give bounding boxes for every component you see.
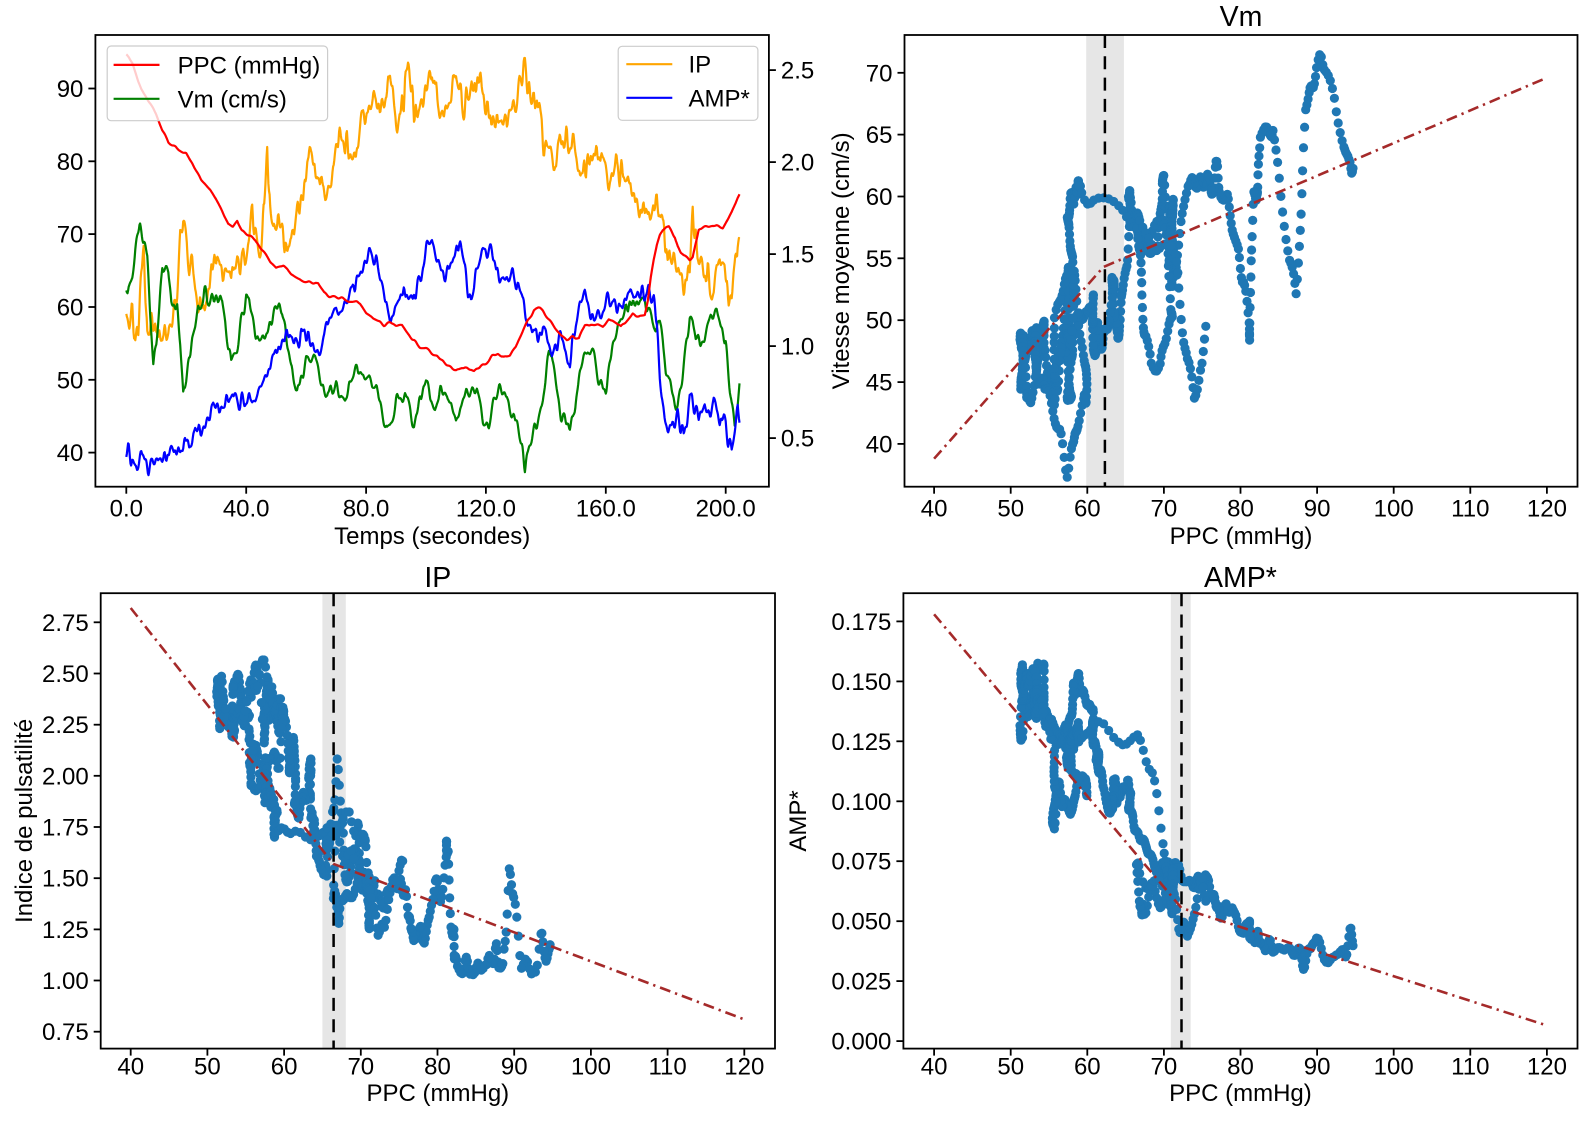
svg-text:0.100: 0.100: [831, 789, 891, 816]
svg-text:100: 100: [571, 1054, 611, 1081]
svg-text:50: 50: [997, 496, 1024, 523]
svg-text:AMP*: AMP*: [785, 790, 812, 851]
svg-text:200.0: 200.0: [696, 496, 756, 523]
svg-text:60: 60: [1074, 496, 1101, 523]
svg-text:PPC (mmHg): PPC (mmHg): [178, 52, 321, 79]
svg-text:50: 50: [866, 308, 893, 335]
svg-text:Indice de pulsatilité: Indice de pulsatilité: [11, 719, 38, 923]
svg-text:2.25: 2.25: [42, 712, 89, 739]
svg-text:40: 40: [117, 1054, 144, 1081]
svg-text:50: 50: [194, 1054, 221, 1081]
svg-text:0.5: 0.5: [781, 426, 814, 453]
svg-text:120: 120: [1527, 1054, 1567, 1081]
svg-text:45: 45: [866, 370, 893, 397]
svg-text:2.50: 2.50: [42, 661, 89, 688]
svg-text:0.075: 0.075: [831, 849, 891, 876]
svg-text:80: 80: [57, 149, 84, 176]
svg-text:40: 40: [57, 440, 84, 467]
svg-text:160.0: 160.0: [576, 496, 636, 523]
svg-text:90: 90: [57, 76, 84, 103]
svg-text:70: 70: [1151, 496, 1178, 523]
svg-text:90: 90: [1304, 496, 1331, 523]
svg-text:40: 40: [921, 496, 948, 523]
svg-text:40: 40: [866, 431, 893, 458]
svg-text:40.0: 40.0: [223, 496, 270, 523]
svg-text:1.00: 1.00: [42, 968, 89, 995]
svg-text:AMP*: AMP*: [1204, 562, 1277, 594]
svg-text:80: 80: [424, 1054, 451, 1081]
svg-text:110: 110: [648, 1054, 686, 1081]
svg-text:60: 60: [1074, 1054, 1101, 1081]
svg-text:IP: IP: [689, 52, 712, 79]
svg-text:2.5: 2.5: [781, 58, 814, 85]
svg-text:90: 90: [501, 1054, 528, 1081]
svg-text:90: 90: [1304, 1054, 1331, 1081]
svg-text:120.0: 120.0: [456, 496, 516, 523]
svg-text:40: 40: [921, 1054, 948, 1081]
svg-text:70: 70: [1151, 1054, 1178, 1081]
svg-text:0.025: 0.025: [831, 969, 891, 996]
svg-text:60: 60: [271, 1054, 298, 1081]
svg-text:70: 70: [347, 1054, 374, 1081]
svg-text:0.75: 0.75: [42, 1019, 89, 1046]
svg-text:AMP*: AMP*: [689, 85, 750, 112]
svg-text:Vitesse moyenne (cm/s): Vitesse moyenne (cm/s): [828, 132, 855, 389]
svg-text:PPC (mmHg): PPC (mmHg): [1170, 523, 1313, 550]
svg-text:0.050: 0.050: [831, 909, 891, 936]
svg-text:PPC (mmHg): PPC (mmHg): [1169, 1080, 1312, 1107]
svg-text:1.0: 1.0: [781, 334, 814, 361]
svg-text:55: 55: [866, 246, 893, 273]
svg-text:0.0: 0.0: [110, 496, 143, 523]
svg-text:2.00: 2.00: [42, 763, 89, 790]
svg-text:0.150: 0.150: [831, 669, 891, 696]
svg-text:100: 100: [1374, 496, 1414, 523]
svg-text:60: 60: [57, 295, 84, 322]
svg-text:2.75: 2.75: [42, 610, 89, 637]
svg-text:0.000: 0.000: [831, 1029, 891, 1056]
svg-text:80.0: 80.0: [343, 496, 390, 523]
svg-text:0.125: 0.125: [831, 729, 891, 756]
svg-text:Temps (secondes): Temps (secondes): [334, 523, 530, 550]
svg-text:1.50: 1.50: [42, 866, 89, 893]
svg-text:PPC (mmHg): PPC (mmHg): [367, 1080, 510, 1107]
svg-text:50: 50: [57, 367, 84, 394]
svg-text:IP: IP: [424, 562, 451, 594]
svg-text:2.0: 2.0: [781, 150, 814, 177]
svg-text:110: 110: [1451, 496, 1489, 523]
svg-text:120: 120: [724, 1054, 764, 1081]
svg-text:60: 60: [866, 184, 893, 211]
svg-text:65: 65: [866, 122, 893, 149]
svg-text:Vm (cm/s): Vm (cm/s): [178, 86, 287, 113]
svg-text:1.25: 1.25: [42, 917, 89, 944]
svg-text:1.5: 1.5: [781, 242, 814, 269]
svg-text:Vm: Vm: [1220, 1, 1263, 33]
svg-text:70: 70: [57, 222, 84, 249]
svg-text:50: 50: [997, 1054, 1024, 1081]
svg-text:100: 100: [1374, 1054, 1414, 1081]
svg-text:120: 120: [1527, 496, 1567, 523]
svg-text:80: 80: [1227, 1054, 1254, 1081]
svg-text:1.75: 1.75: [42, 815, 89, 842]
svg-text:110: 110: [1451, 1054, 1489, 1081]
svg-text:80: 80: [1227, 496, 1254, 523]
svg-text:0.175: 0.175: [831, 609, 891, 636]
svg-text:70: 70: [866, 60, 893, 87]
